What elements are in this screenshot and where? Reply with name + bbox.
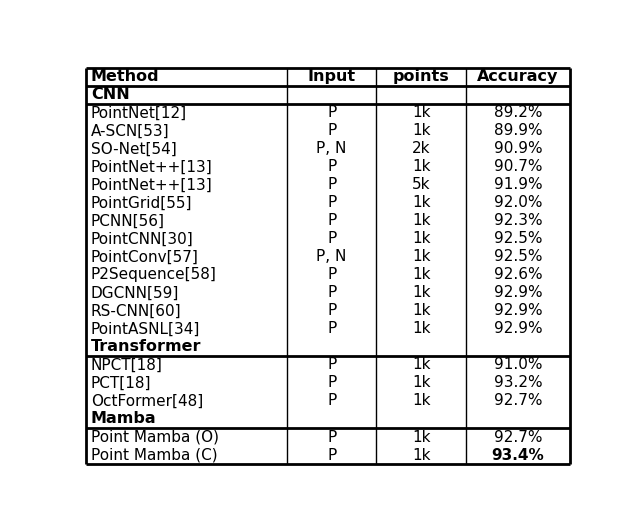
- Text: Input: Input: [308, 69, 356, 85]
- Text: 90.7%: 90.7%: [493, 160, 542, 174]
- Text: P: P: [327, 160, 336, 174]
- Text: 91.0%: 91.0%: [493, 358, 542, 372]
- Text: 1k: 1k: [412, 195, 431, 211]
- Text: 1k: 1k: [412, 375, 431, 391]
- Text: 1k: 1k: [412, 267, 431, 282]
- Text: 92.7%: 92.7%: [493, 429, 542, 445]
- Text: PointASNL[34]: PointASNL[34]: [91, 321, 200, 337]
- Text: P, N: P, N: [316, 141, 347, 156]
- Text: P: P: [327, 447, 336, 463]
- Text: PointNet++[13]: PointNet++[13]: [91, 160, 212, 174]
- Text: P: P: [327, 286, 336, 300]
- Text: 5k: 5k: [412, 177, 431, 192]
- Text: P: P: [327, 106, 336, 120]
- Text: 1k: 1k: [412, 429, 431, 445]
- Text: 1k: 1k: [412, 358, 431, 372]
- Text: 92.9%: 92.9%: [493, 321, 542, 337]
- Text: PCT[18]: PCT[18]: [91, 375, 152, 391]
- Text: 1k: 1k: [412, 123, 431, 139]
- Text: Point Mamba (O): Point Mamba (O): [91, 429, 219, 445]
- Text: 1k: 1k: [412, 394, 431, 408]
- Text: 1k: 1k: [412, 447, 431, 463]
- Text: NPCT[18]: NPCT[18]: [91, 358, 163, 372]
- Text: P: P: [327, 214, 336, 228]
- Text: 92.9%: 92.9%: [493, 303, 542, 319]
- Text: Accuracy: Accuracy: [477, 69, 559, 85]
- Text: 92.9%: 92.9%: [493, 286, 542, 300]
- Text: 1k: 1k: [412, 321, 431, 337]
- Text: PointNet++[13]: PointNet++[13]: [91, 177, 212, 192]
- Text: A-SCN[53]: A-SCN[53]: [91, 123, 170, 139]
- Text: P: P: [327, 429, 336, 445]
- Text: 2k: 2k: [412, 141, 431, 156]
- Text: 92.7%: 92.7%: [493, 394, 542, 408]
- Text: Transformer: Transformer: [91, 340, 202, 354]
- Text: PointConv[57]: PointConv[57]: [91, 249, 199, 265]
- Text: 92.5%: 92.5%: [493, 232, 542, 246]
- Text: 93.4%: 93.4%: [492, 447, 545, 463]
- Text: 92.0%: 92.0%: [493, 195, 542, 211]
- Text: points: points: [393, 69, 449, 85]
- Text: 1k: 1k: [412, 160, 431, 174]
- Text: CNN: CNN: [91, 87, 130, 102]
- Text: P: P: [327, 303, 336, 319]
- Text: RS-CNN[60]: RS-CNN[60]: [91, 303, 182, 319]
- Text: 90.9%: 90.9%: [493, 141, 542, 156]
- Text: 91.9%: 91.9%: [493, 177, 542, 192]
- Text: 89.2%: 89.2%: [493, 106, 542, 120]
- Text: DGCNN[59]: DGCNN[59]: [91, 286, 179, 300]
- Text: SO-Net[54]: SO-Net[54]: [91, 141, 177, 156]
- Text: 93.2%: 93.2%: [493, 375, 542, 391]
- Text: PointGrid[55]: PointGrid[55]: [91, 195, 193, 211]
- Text: P: P: [327, 232, 336, 246]
- Text: Mamba: Mamba: [91, 412, 157, 426]
- Text: P: P: [327, 123, 336, 139]
- Text: 92.5%: 92.5%: [493, 249, 542, 265]
- Text: PointNet[12]: PointNet[12]: [91, 106, 187, 120]
- Text: P: P: [327, 195, 336, 211]
- Text: PCNN[56]: PCNN[56]: [91, 214, 165, 228]
- Text: P: P: [327, 321, 336, 337]
- Text: P: P: [327, 394, 336, 408]
- Text: 1k: 1k: [412, 232, 431, 246]
- Text: P, N: P, N: [316, 249, 347, 265]
- Text: Point Mamba (C): Point Mamba (C): [91, 447, 218, 463]
- Text: 92.3%: 92.3%: [493, 214, 542, 228]
- Text: 1k: 1k: [412, 106, 431, 120]
- Text: 1k: 1k: [412, 249, 431, 265]
- Text: P2Sequence[58]: P2Sequence[58]: [91, 267, 217, 282]
- Text: P: P: [327, 177, 336, 192]
- Text: Method: Method: [91, 69, 159, 85]
- Text: P: P: [327, 358, 336, 372]
- Text: 1k: 1k: [412, 214, 431, 228]
- Text: OctFormer[48]: OctFormer[48]: [91, 394, 203, 408]
- Text: P: P: [327, 375, 336, 391]
- Text: P: P: [327, 267, 336, 282]
- Text: 89.9%: 89.9%: [493, 123, 542, 139]
- Text: 92.6%: 92.6%: [493, 267, 542, 282]
- Text: PointCNN[30]: PointCNN[30]: [91, 232, 194, 246]
- Text: 1k: 1k: [412, 303, 431, 319]
- Text: 1k: 1k: [412, 286, 431, 300]
